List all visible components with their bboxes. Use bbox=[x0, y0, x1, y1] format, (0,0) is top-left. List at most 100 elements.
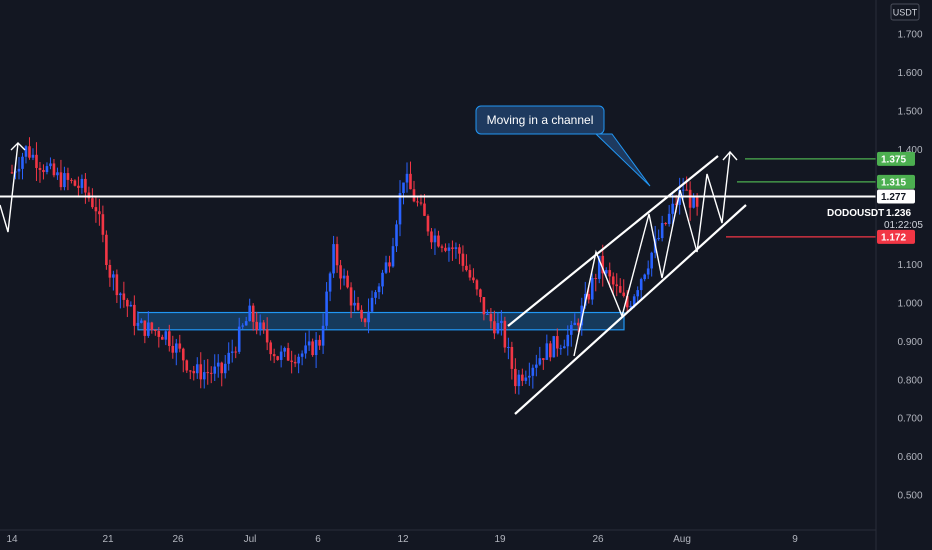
candle-body bbox=[384, 262, 388, 273]
candle-body bbox=[493, 321, 496, 334]
candle-body bbox=[440, 246, 444, 248]
y-tick-label: 0.500 bbox=[897, 491, 922, 502]
candle-body bbox=[342, 275, 346, 279]
candle-body bbox=[143, 320, 147, 336]
candle-body bbox=[332, 244, 335, 274]
candle-body bbox=[45, 166, 49, 173]
candle-body bbox=[451, 247, 454, 249]
target-1-price-label: 1.315 bbox=[881, 177, 906, 188]
candle-body bbox=[639, 279, 643, 291]
candle-body bbox=[164, 331, 168, 340]
candle-body bbox=[63, 173, 66, 188]
candle-body bbox=[524, 377, 528, 381]
candle-body bbox=[465, 265, 468, 271]
candle-body bbox=[632, 296, 636, 306]
candle-body bbox=[447, 247, 451, 251]
candle-body bbox=[489, 313, 493, 322]
candle-body bbox=[227, 352, 231, 364]
candle-body bbox=[293, 361, 297, 364]
candle-body bbox=[248, 305, 251, 322]
candle-body bbox=[269, 342, 272, 355]
candle-body bbox=[265, 329, 269, 343]
candle-body bbox=[391, 246, 395, 267]
candle-body bbox=[559, 348, 563, 350]
candle-body bbox=[307, 341, 311, 346]
countdown-label: 01:22:05 bbox=[884, 220, 923, 231]
candle-body bbox=[17, 168, 21, 172]
candle-body bbox=[594, 278, 598, 280]
candle-body bbox=[510, 346, 514, 369]
candle-body bbox=[388, 262, 391, 267]
candle-body bbox=[98, 211, 101, 215]
left-arrow-head bbox=[10, 142, 26, 151]
candle-body bbox=[126, 299, 129, 307]
candle-body bbox=[290, 360, 293, 362]
candle-body bbox=[195, 364, 199, 374]
stop-price-label: 1.172 bbox=[881, 232, 906, 243]
candle-body bbox=[542, 358, 545, 360]
candle-body bbox=[377, 286, 381, 293]
candle-body bbox=[573, 322, 577, 326]
candle-body bbox=[507, 346, 510, 348]
candle-body bbox=[590, 278, 594, 300]
candle-body bbox=[688, 189, 692, 208]
candle-body bbox=[150, 322, 154, 330]
candle-body bbox=[21, 156, 24, 169]
candle-body bbox=[475, 280, 479, 290]
candle-body bbox=[412, 189, 416, 202]
candle-body bbox=[311, 341, 314, 356]
candle-body bbox=[283, 348, 286, 352]
support-zone bbox=[137, 311, 625, 331]
candle-body bbox=[395, 224, 398, 247]
candle-body bbox=[576, 322, 580, 326]
candle-body bbox=[608, 270, 612, 277]
candle-body bbox=[472, 277, 475, 281]
candle-body bbox=[101, 214, 105, 235]
y-tick-label: 0.900 bbox=[897, 337, 922, 348]
candle-body bbox=[140, 320, 143, 323]
candle-body bbox=[297, 356, 300, 364]
candle-body bbox=[370, 297, 374, 312]
candle-body bbox=[87, 192, 91, 199]
candle-body bbox=[580, 305, 584, 326]
candle-body bbox=[28, 146, 31, 158]
resistance-price-label: 1.277 bbox=[881, 192, 906, 203]
candle-body bbox=[552, 336, 556, 358]
candle-body bbox=[601, 255, 605, 274]
zigzag-path bbox=[573, 151, 731, 357]
candle-body bbox=[556, 336, 559, 349]
candle-body bbox=[535, 364, 538, 368]
candle-body bbox=[692, 196, 695, 208]
callout-label: Moving in a channel bbox=[487, 113, 594, 127]
candle-body bbox=[300, 353, 304, 357]
candle-body bbox=[70, 179, 73, 181]
y-tick-label: 0.800 bbox=[897, 375, 922, 386]
candle-body bbox=[318, 339, 321, 346]
target-2-price-label: 1.375 bbox=[881, 154, 906, 165]
candle-body bbox=[356, 302, 360, 310]
candle-body bbox=[671, 203, 674, 214]
candle-body bbox=[349, 287, 353, 306]
candle-body bbox=[272, 354, 276, 357]
candle-body bbox=[374, 292, 377, 298]
candle-body bbox=[416, 201, 419, 203]
currency-label: USDT bbox=[893, 8, 918, 18]
candle-body bbox=[223, 363, 227, 374]
target-1-price-tag bbox=[877, 174, 915, 189]
candle-body bbox=[674, 203, 678, 205]
candle-body bbox=[174, 343, 178, 353]
candle-body bbox=[538, 358, 542, 365]
currency-badge[interactable] bbox=[890, 3, 920, 21]
candle-body bbox=[419, 202, 423, 204]
candle-body bbox=[234, 351, 238, 353]
candle-body bbox=[426, 215, 430, 232]
candle-body bbox=[615, 284, 619, 287]
channel-lower-line bbox=[514, 204, 747, 415]
candle-body bbox=[35, 154, 38, 168]
candle-body bbox=[646, 268, 650, 275]
candle-body bbox=[681, 189, 685, 191]
arrow-head bbox=[722, 150, 738, 161]
candle-body bbox=[112, 274, 115, 278]
candle-body bbox=[468, 270, 472, 278]
